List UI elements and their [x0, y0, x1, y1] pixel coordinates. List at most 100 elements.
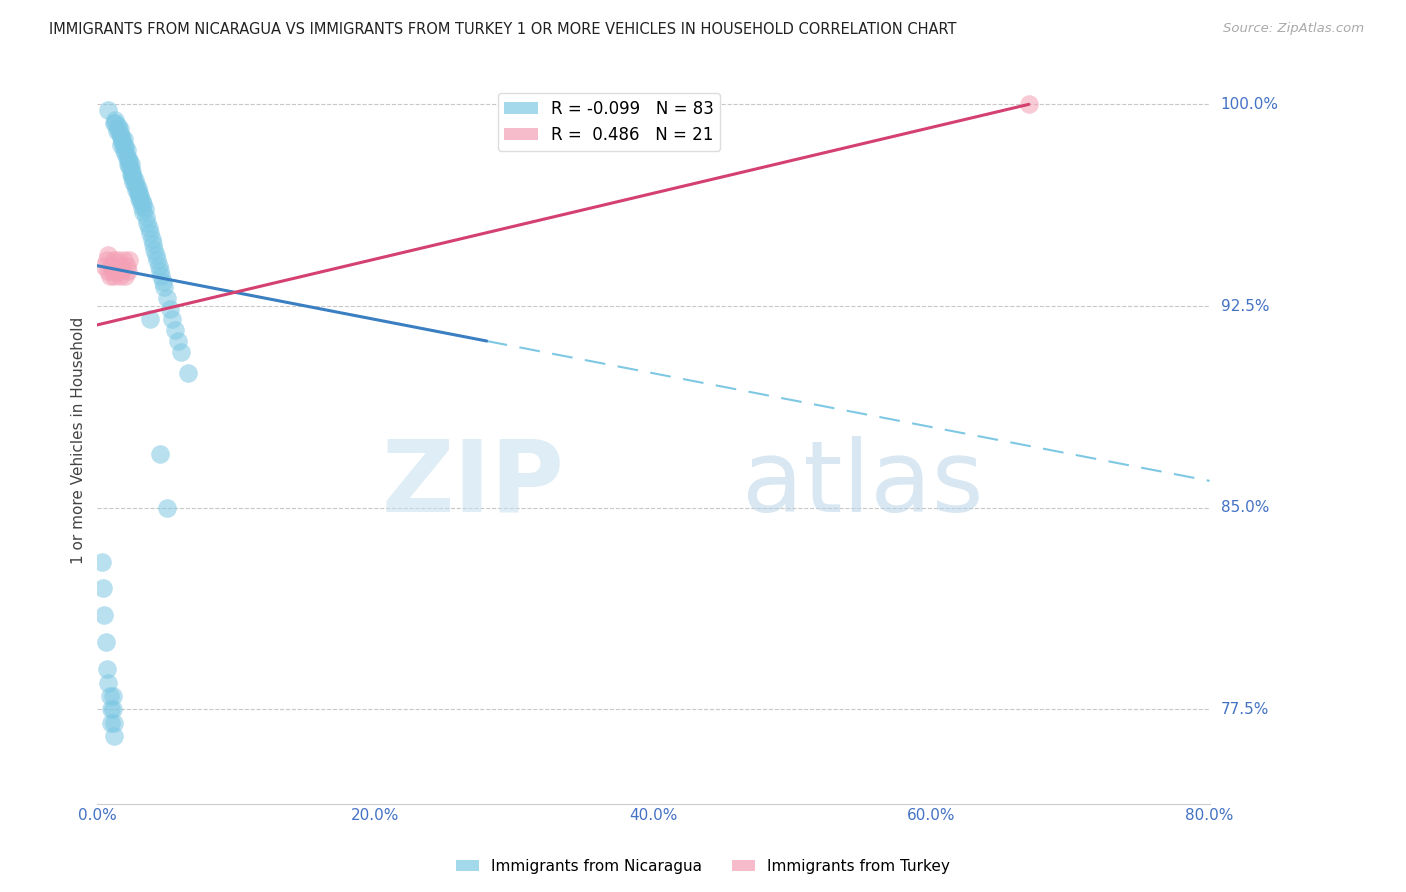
Point: [170, 344, 193, 359]
Point: [100, 702, 122, 716]
Point: [103, 269, 125, 284]
Point: [107, 253, 129, 268]
Text: atlas: atlas: [742, 435, 984, 533]
Point: [101, 689, 124, 703]
Point: [103, 116, 125, 130]
Text: IMMIGRANTS FROM NICARAGUA VS IMMIGRANTS FROM TURKEY 1 OR MORE VEHICLES IN HOUSEH: IMMIGRANTS FROM NICARAGUA VS IMMIGRANTS …: [49, 22, 956, 37]
Point: [117, 156, 139, 170]
Point: [98, 269, 121, 284]
Point: [156, 291, 179, 305]
Point: [115, 151, 138, 165]
Point: [101, 702, 124, 716]
Point: [104, 116, 127, 130]
Point: [104, 113, 127, 128]
Point: [114, 269, 136, 284]
Point: [139, 227, 162, 241]
Point: [108, 127, 131, 141]
Point: [110, 259, 132, 273]
Point: [125, 178, 148, 192]
Point: [115, 143, 138, 157]
Point: [122, 169, 145, 184]
Point: [127, 186, 149, 200]
Text: ZIP: ZIP: [381, 435, 564, 533]
Point: [149, 447, 172, 461]
Point: [115, 259, 138, 273]
Point: [149, 264, 172, 278]
Point: [111, 264, 134, 278]
Point: [139, 312, 162, 326]
Point: [1018, 97, 1040, 112]
Point: [118, 253, 141, 268]
Point: [104, 259, 127, 273]
Point: [111, 132, 134, 146]
Point: [129, 194, 152, 209]
Point: [118, 159, 141, 173]
Point: [120, 161, 142, 176]
Point: [103, 730, 125, 744]
Point: [112, 137, 135, 152]
Point: [162, 312, 184, 326]
Point: [108, 121, 131, 136]
Point: [117, 151, 139, 165]
Legend: R = -0.099   N = 83, R =  0.486   N = 21: R = -0.099 N = 83, R = 0.486 N = 21: [498, 93, 720, 151]
Text: Source: ZipAtlas.com: Source: ZipAtlas.com: [1223, 22, 1364, 36]
Point: [111, 135, 134, 149]
Point: [128, 191, 150, 205]
Point: [142, 237, 165, 252]
Point: [150, 269, 173, 284]
Point: [118, 153, 141, 168]
Point: [146, 253, 169, 268]
Point: [110, 137, 132, 152]
Point: [165, 323, 187, 337]
Point: [108, 269, 131, 284]
Legend: Immigrants from Nicaragua, Immigrants from Turkey: Immigrants from Nicaragua, Immigrants fr…: [450, 853, 956, 880]
Point: [100, 259, 122, 273]
Text: 77.5%: 77.5%: [1220, 702, 1270, 717]
Text: 92.5%: 92.5%: [1220, 299, 1270, 314]
Point: [112, 143, 135, 157]
Point: [117, 264, 139, 278]
Point: [101, 264, 124, 278]
Point: [124, 178, 146, 192]
Text: 100.0%: 100.0%: [1220, 97, 1278, 112]
Point: [135, 211, 157, 225]
Point: [94, 635, 117, 649]
Point: [152, 275, 174, 289]
Point: [131, 200, 153, 214]
Point: [96, 253, 118, 268]
Point: [121, 169, 143, 184]
Point: [97, 248, 120, 262]
Point: [129, 188, 152, 202]
Point: [127, 180, 149, 194]
Point: [114, 140, 136, 154]
Point: [143, 243, 166, 257]
Point: [110, 129, 132, 144]
Point: [93, 608, 115, 623]
Point: [103, 253, 125, 268]
Point: [103, 715, 125, 730]
Point: [107, 121, 129, 136]
Point: [98, 689, 121, 703]
Point: [90, 555, 112, 569]
Y-axis label: 1 or more Vehicles in Household: 1 or more Vehicles in Household: [72, 317, 86, 564]
Point: [136, 216, 159, 230]
Point: [153, 280, 176, 294]
Point: [134, 202, 156, 217]
Point: [112, 132, 135, 146]
Point: [97, 264, 120, 278]
Point: [114, 145, 136, 160]
Point: [93, 259, 115, 273]
Point: [120, 156, 142, 170]
Point: [105, 124, 128, 138]
Point: [177, 366, 200, 380]
Point: [107, 119, 129, 133]
Point: [124, 172, 146, 186]
Point: [96, 662, 118, 676]
Point: [91, 582, 114, 596]
Point: [97, 103, 120, 117]
Point: [141, 232, 163, 246]
Point: [121, 164, 143, 178]
Point: [138, 221, 160, 235]
Point: [120, 167, 142, 181]
Point: [128, 186, 150, 200]
